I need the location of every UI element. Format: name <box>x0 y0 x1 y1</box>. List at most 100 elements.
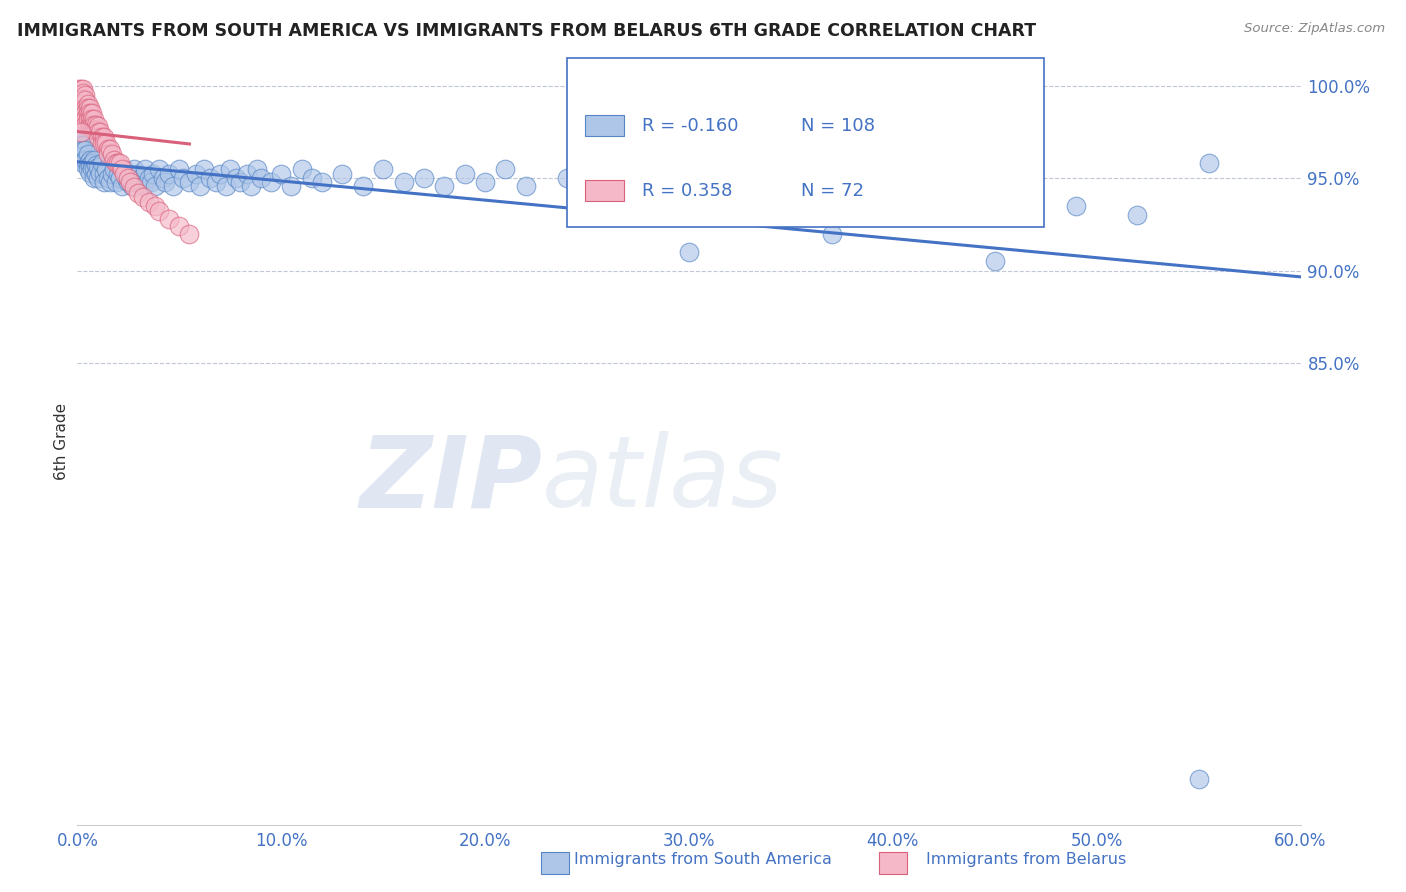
Point <box>157 168 180 182</box>
Point <box>79 101 101 115</box>
Point <box>371 161 394 176</box>
Point <box>87 160 110 174</box>
Point <box>72 92 94 106</box>
Point <box>1066 199 1088 213</box>
Point <box>208 168 231 182</box>
Point <box>87 120 110 134</box>
Point <box>76 156 98 170</box>
Point <box>72 149 94 163</box>
Point <box>841 134 863 148</box>
Point <box>72 144 94 158</box>
Point <box>153 175 176 189</box>
Point <box>112 161 135 176</box>
Point <box>83 171 105 186</box>
Point <box>107 168 129 182</box>
Point <box>290 161 312 176</box>
Point <box>94 161 117 176</box>
Point <box>101 168 124 182</box>
Text: Source: ZipAtlas.com: Source: ZipAtlas.com <box>1244 22 1385 36</box>
Point <box>75 87 97 102</box>
Point <box>72 82 94 96</box>
Point <box>596 175 619 189</box>
Point <box>555 171 578 186</box>
Point <box>94 136 117 150</box>
Point <box>121 178 143 193</box>
Point <box>97 147 120 161</box>
Point <box>332 168 354 182</box>
Point <box>83 112 105 126</box>
Point <box>76 101 98 115</box>
Point <box>188 178 211 193</box>
Point <box>97 142 120 156</box>
Point <box>83 123 105 137</box>
Point <box>143 178 166 193</box>
Point <box>225 171 247 186</box>
Point <box>311 175 333 189</box>
Point <box>157 211 180 226</box>
Point <box>67 94 90 108</box>
Point <box>107 156 129 170</box>
Point <box>131 178 153 193</box>
Point <box>413 171 436 186</box>
Point <box>90 136 112 150</box>
Point <box>79 106 101 120</box>
Point <box>67 82 90 96</box>
Point <box>93 130 115 145</box>
Point <box>495 161 517 176</box>
Point <box>80 156 103 170</box>
Point <box>115 171 138 186</box>
Point <box>67 137 90 152</box>
Point <box>779 171 801 186</box>
Point <box>127 168 149 182</box>
Point <box>131 189 153 203</box>
Text: Immigrants from South America: Immigrants from South America <box>574 852 832 867</box>
Point <box>111 178 134 193</box>
Point <box>83 118 105 132</box>
Point <box>101 147 124 161</box>
Point <box>70 94 93 108</box>
Point <box>87 171 110 186</box>
Point <box>172 171 194 186</box>
Point <box>75 118 97 132</box>
Point <box>76 106 98 120</box>
Point <box>138 171 160 186</box>
Point <box>105 175 128 189</box>
Text: R = 0.358: R = 0.358 <box>643 182 733 200</box>
Point <box>67 87 90 102</box>
Point <box>474 175 496 189</box>
Point <box>250 171 273 186</box>
Point <box>93 175 115 189</box>
Point <box>72 97 94 112</box>
Point <box>90 156 112 170</box>
Point <box>70 82 93 96</box>
Point <box>260 175 283 189</box>
Point <box>270 168 292 182</box>
Point <box>219 161 242 176</box>
Point <box>1004 189 1026 203</box>
Point <box>120 175 142 189</box>
Point <box>148 161 170 176</box>
Point <box>117 175 139 189</box>
Point <box>97 171 120 186</box>
Point <box>124 161 146 176</box>
Point <box>117 171 139 186</box>
Point <box>80 106 103 120</box>
Point <box>1198 156 1220 170</box>
Point <box>89 125 111 139</box>
Point <box>352 178 374 193</box>
Bar <box>585 115 624 136</box>
Point <box>93 136 115 150</box>
Point <box>103 153 125 167</box>
Point <box>108 156 131 170</box>
Point <box>70 153 93 167</box>
Point <box>105 156 128 170</box>
Point <box>76 97 98 112</box>
Point <box>84 118 107 132</box>
Point <box>103 161 125 176</box>
Point <box>70 130 93 145</box>
Point <box>83 161 105 176</box>
Point <box>169 161 191 176</box>
Point <box>72 112 94 126</box>
Point <box>79 112 101 126</box>
Point <box>75 153 97 167</box>
